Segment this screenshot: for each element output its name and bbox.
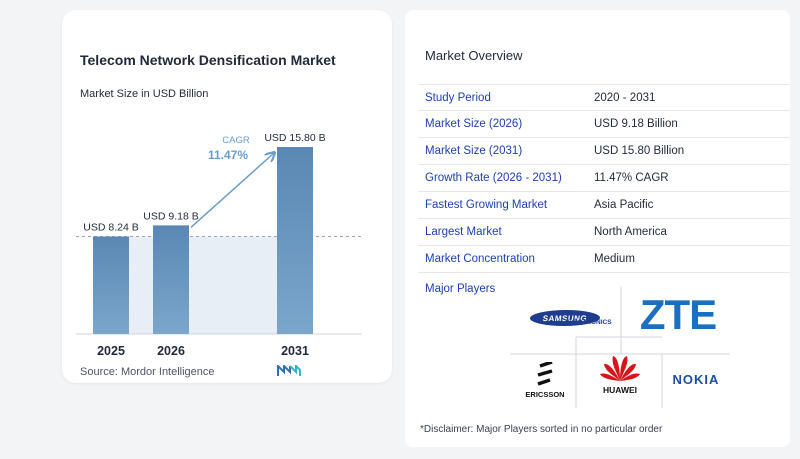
mordor-logo-icon (277, 365, 301, 376)
overview-title: Market Overview (425, 48, 523, 63)
data-label-2031: USD 15.80 B (264, 132, 325, 144)
x-tick-2025: 2025 (97, 344, 125, 358)
players-grid (510, 286, 730, 408)
chart-title: Telecom Network Densification Market (80, 52, 336, 68)
table-row: Study Period 2020 - 2031 (418, 84, 790, 111)
data-label-2025: USD 8.24 B (83, 221, 138, 233)
bar-2026 (153, 225, 189, 334)
samsung-electronics-text: ELECTRONICS (565, 319, 612, 326)
row-label: Largest Market (425, 226, 502, 238)
row-value: USD 9.18 Billion (594, 118, 678, 130)
row-label: Study Period (425, 91, 491, 104)
zte-wordmark: ZTE (639, 291, 717, 338)
huawei-petals-icon (600, 356, 640, 381)
disclaimer-text: *Disclaimer: Major Players sorted in no … (420, 424, 663, 435)
bar-chart: USD 8.24 B 2025 USD 9.18 B 2026 USD 15.80 B 2… (76, 132, 362, 358)
x-tick-2026: 2026 (157, 344, 185, 358)
source-label: Source: (80, 366, 118, 378)
table-row: Growth Rate (2026 - 2031) 11.47% CAGR (418, 165, 790, 192)
ericsson-wordmark: ERICSSON (525, 389, 565, 399)
ericsson-logo: ERICSSON (515, 358, 575, 402)
row-label: Fastest Growing Market (425, 199, 548, 211)
overview-panel (405, 10, 790, 447)
table-row: Largest Market North America (418, 219, 790, 246)
row-label: Market Concentration (425, 253, 535, 265)
cagr-value: 11.47% (208, 148, 248, 162)
table-row: Fastest Growing Market Asia Pacific (418, 192, 790, 219)
row-label: Growth Rate (2026 - 2031) (425, 172, 562, 184)
table-row: Market Concentration Medium (418, 246, 790, 273)
baseline-band (93, 236, 313, 334)
table-row: Market Size (2026) USD 9.18 Billion (418, 111, 790, 138)
row-label: Market Size (2026) (425, 118, 523, 130)
chart-subtitle: Market Size in USD Billion (80, 88, 209, 100)
huawei-logo: HUAWEI (590, 348, 650, 400)
bar-2031 (277, 147, 313, 334)
row-label: Market Size (2031) (425, 145, 523, 157)
cagr-arrow (190, 153, 274, 228)
row-value: Medium (594, 253, 635, 265)
nokia-logo: NOKIA (666, 368, 726, 390)
row-value: Asia Pacific (594, 199, 654, 211)
row-value: North America (594, 226, 667, 238)
zte-logo: ZTE (628, 290, 728, 340)
major-players-title: Major Players (425, 283, 496, 295)
cagr-label: CAGR (222, 135, 250, 146)
x-tick-2031: 2031 (281, 344, 309, 358)
samsung-logo: SAMSUNG ELECTRONICS (515, 300, 615, 336)
ericsson-stripes-icon (537, 361, 553, 386)
row-value: 11.47% CAGR (594, 172, 669, 184)
overview-table: Study Period 2020 - 2031 Market Size (202… (418, 84, 790, 273)
table-row: Market Size (2031) USD 15.80 Billion (418, 138, 790, 165)
nokia-wordmark: NOKIA (672, 371, 720, 387)
row-value: USD 15.80 Billion (594, 145, 685, 157)
data-label-2026: USD 9.18 B (143, 210, 198, 222)
bar-2025 (93, 236, 129, 334)
source-text: Source: Mordor Intelligence (80, 366, 215, 378)
source-name: Mordor Intelligence (120, 366, 215, 378)
huawei-wordmark: HUAWEI (603, 385, 637, 395)
row-value: 2020 - 2031 (594, 91, 656, 104)
